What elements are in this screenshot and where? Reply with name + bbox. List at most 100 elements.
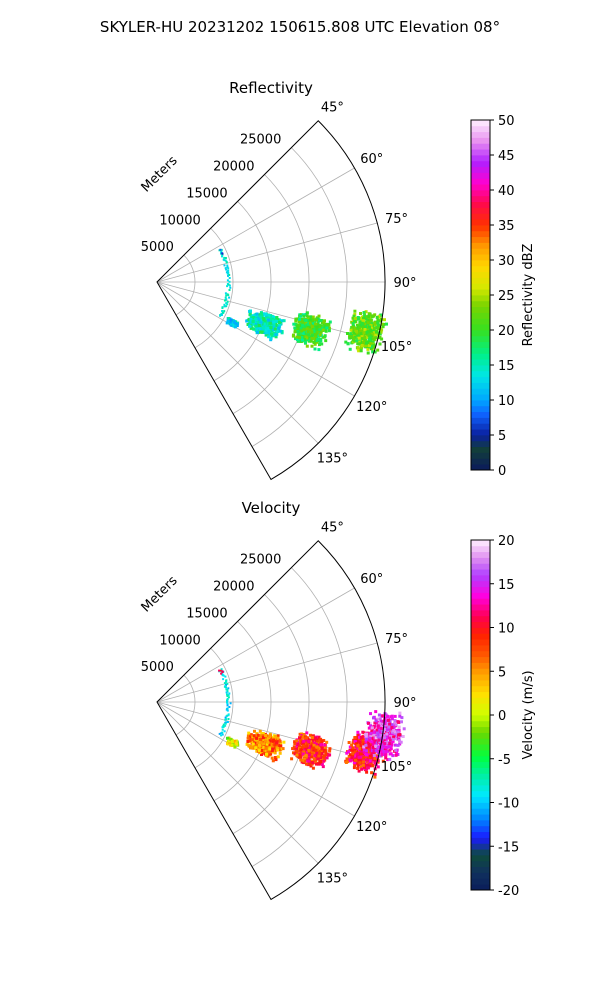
echo-pixel xyxy=(313,754,317,758)
colorbar-segment xyxy=(471,796,490,803)
echo-pixel xyxy=(351,746,355,750)
echo-pixel xyxy=(354,327,358,331)
echo-pixel xyxy=(317,324,321,327)
echo-pixel xyxy=(264,749,268,753)
echo-pixel xyxy=(321,335,325,339)
sector-outline xyxy=(156,120,386,481)
colorbar-segment xyxy=(471,884,490,891)
echo-pixel xyxy=(227,696,230,699)
echo-pixel xyxy=(349,335,353,339)
echo-pixel xyxy=(361,325,365,329)
echo-pixel xyxy=(296,743,300,746)
echo-pixel xyxy=(301,323,305,327)
colorbar-tick-label: 10 xyxy=(498,622,515,637)
echo-pixel xyxy=(382,726,386,730)
echo-pixel xyxy=(257,749,261,753)
echo-pixel xyxy=(376,755,379,759)
echo-pixel xyxy=(226,721,229,723)
echo-pixel xyxy=(314,333,318,337)
echo-pixel xyxy=(312,341,316,344)
range-tick-label: 20000 xyxy=(213,160,254,175)
echo-pixel xyxy=(221,728,224,731)
echo-pixel xyxy=(226,319,230,323)
echo-pixel xyxy=(310,325,314,329)
echo-pixel xyxy=(320,739,324,743)
echo-pixel xyxy=(358,761,362,765)
echo-pixel xyxy=(317,348,321,352)
echo-pixel xyxy=(272,738,276,742)
echo-pixel xyxy=(359,349,363,353)
echo-pixel xyxy=(322,759,326,763)
echo-pixel xyxy=(355,329,358,333)
echo-pixel xyxy=(392,729,396,732)
echo-pixel xyxy=(261,736,265,740)
echo-pixel xyxy=(282,319,286,323)
echo-pixel xyxy=(369,339,372,343)
echo-pixel xyxy=(365,732,369,736)
echo-pixel xyxy=(376,735,380,739)
echo-pixel xyxy=(348,347,352,351)
echo-pixel xyxy=(276,318,280,322)
colorbar-segment xyxy=(471,738,490,745)
echo-pixel xyxy=(321,328,325,332)
echo-pixel xyxy=(377,336,381,340)
echo-pixel xyxy=(222,678,225,681)
echo-pixel xyxy=(353,309,357,313)
echo-pixel xyxy=(364,325,367,329)
echo-pixel xyxy=(312,757,316,761)
echo-pixel xyxy=(265,745,269,749)
colorbar-tick-label: 40 xyxy=(498,184,515,199)
echo-pixel xyxy=(368,754,372,757)
echo-pixel xyxy=(257,323,261,327)
echo-pixel xyxy=(249,733,253,737)
echo-pixel xyxy=(384,750,388,754)
echo-pixel xyxy=(226,300,229,303)
echo-pixel xyxy=(276,734,280,738)
echo-pixel xyxy=(220,672,223,675)
echo-pixel xyxy=(316,323,319,327)
echo-pixel xyxy=(259,741,263,745)
echo-pixel xyxy=(316,328,320,332)
echo-pixel xyxy=(261,738,265,742)
echo-pixel xyxy=(316,337,320,341)
echo-pixel xyxy=(367,726,371,730)
echo-pixel xyxy=(223,685,226,688)
echo-pixel xyxy=(312,327,316,331)
colorbar-segment xyxy=(471,411,490,418)
azimuth-tick-label: 75° xyxy=(385,632,408,647)
echo-pixel xyxy=(271,747,275,751)
colorbar-segment xyxy=(471,446,490,453)
echo-pixel xyxy=(390,743,394,747)
echo-pixel xyxy=(305,748,309,752)
echo-pixel xyxy=(357,336,361,340)
echo-pixel xyxy=(222,723,225,726)
echo-pixel xyxy=(360,736,364,739)
echo-pixel xyxy=(400,720,403,724)
colorbar-segment xyxy=(471,149,490,156)
echo-pixel xyxy=(225,691,228,694)
echo-pixel xyxy=(380,730,384,734)
echo-pixel xyxy=(384,756,388,760)
echo-pixel xyxy=(321,755,325,759)
echo-pixel xyxy=(275,329,279,332)
echo-pixel xyxy=(259,330,263,334)
colorbar-tick-label: 20 xyxy=(498,534,515,549)
echo-pixel xyxy=(361,341,365,344)
echo-pixel xyxy=(374,719,378,723)
echo-pixel xyxy=(270,736,274,740)
echo-pixel xyxy=(379,313,383,317)
echo-pixel xyxy=(387,745,390,749)
echo-pixel xyxy=(299,750,303,754)
echo-pixel xyxy=(224,296,227,299)
echo-pixel xyxy=(300,760,304,764)
echo-pixel xyxy=(318,328,322,332)
echo-pixel xyxy=(388,742,392,746)
echo-pixel xyxy=(346,332,349,335)
echo-pixel xyxy=(323,335,327,339)
colorbar-segment xyxy=(471,715,490,722)
echo-pixel xyxy=(397,725,401,729)
figure-title: SKYLER-HU 20231202 150615.808 UTC Elevat… xyxy=(100,18,500,36)
echo-pixel xyxy=(353,739,357,743)
colorbar-segment xyxy=(471,265,490,273)
colorbar-segment xyxy=(471,295,490,302)
